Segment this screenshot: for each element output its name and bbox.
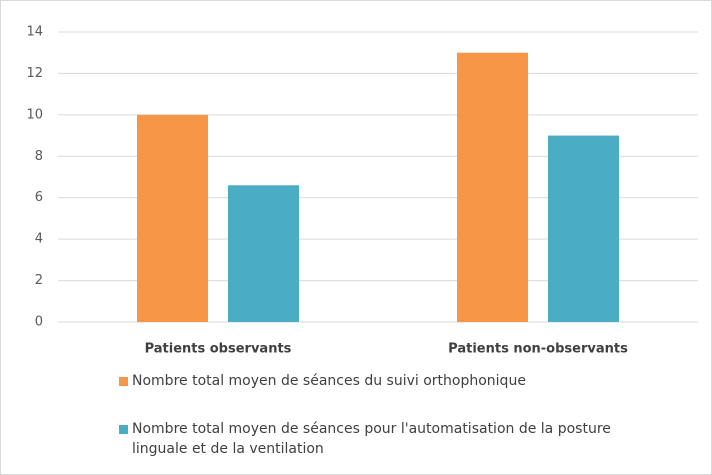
y-tick-label: 12 (26, 66, 43, 81)
legend-swatch (119, 425, 128, 434)
bar (228, 185, 299, 322)
legend-label: Nombre total moyen de séances pour l'aut… (132, 421, 611, 457)
y-tick-label: 8 (35, 149, 43, 164)
bar (548, 135, 619, 322)
x-tick-label: Patients observants (145, 342, 292, 357)
y-tick-label: 6 (35, 190, 43, 205)
y-tick-label: 4 (35, 232, 43, 247)
legend-item: Nombre total moyen de séances du suivi o… (119, 371, 639, 391)
y-tick-label: 14 (26, 25, 43, 40)
x-tick-label: Patients non-observants (448, 342, 628, 357)
y-tick-label: 0 (35, 315, 43, 330)
y-tick-label: 2 (35, 273, 43, 288)
bar (457, 52, 528, 322)
bar (137, 114, 208, 322)
y-tick-label: 10 (26, 107, 43, 122)
legend-swatch (119, 377, 128, 386)
legend-item: Nombre total moyen de séances pour l'aut… (119, 419, 639, 459)
legend-label: Nombre total moyen de séances du suivi o… (132, 373, 526, 389)
